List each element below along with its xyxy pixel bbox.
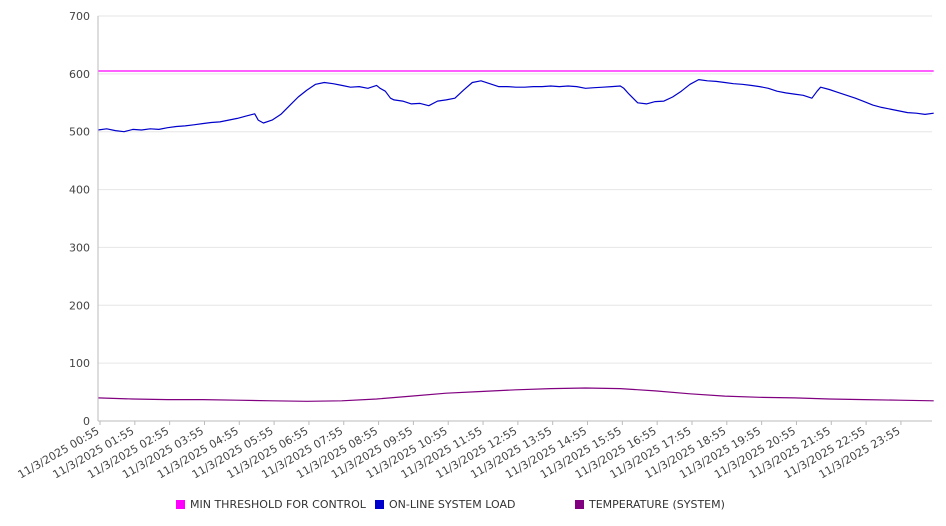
legend-label-system-load: ON-LINE SYSTEM LOAD (389, 498, 516, 511)
series-lines (97, 70, 934, 402)
y-tick-label: 600 (69, 68, 90, 81)
series-line-temperature (97, 387, 934, 402)
y-tick-label: 300 (69, 241, 90, 254)
legend-label-temperature: TEMPERATURE (SYSTEM) (589, 498, 725, 511)
y-tick-label: 100 (69, 357, 90, 370)
legend-swatch-temperature (575, 500, 584, 509)
series-line-system-load (97, 78, 934, 133)
grid-lines (98, 15, 932, 364)
y-tick-label: 200 (69, 299, 90, 312)
y-tick-label: 500 (69, 126, 90, 139)
y-tick-label: 700 (69, 10, 90, 23)
y-tick-label: 0 (83, 415, 90, 428)
legend-item-system-load[interactable]: ON-LINE SYSTEM LOAD (375, 498, 515, 511)
y-axis-ticks: 0 100 200 300 400 500 600 700 (69, 10, 90, 428)
y-tick-label: 400 (69, 184, 90, 197)
legend-swatch-system-load (375, 500, 384, 509)
legend-item-threshold[interactable]: MIN THRESHOLD FOR CONTROL (176, 498, 366, 511)
legend-item-temperature[interactable]: TEMPERATURE (SYSTEM) (575, 498, 725, 511)
legend-label-threshold: MIN THRESHOLD FOR CONTROL (190, 498, 366, 511)
legend-swatch-threshold (176, 500, 185, 509)
